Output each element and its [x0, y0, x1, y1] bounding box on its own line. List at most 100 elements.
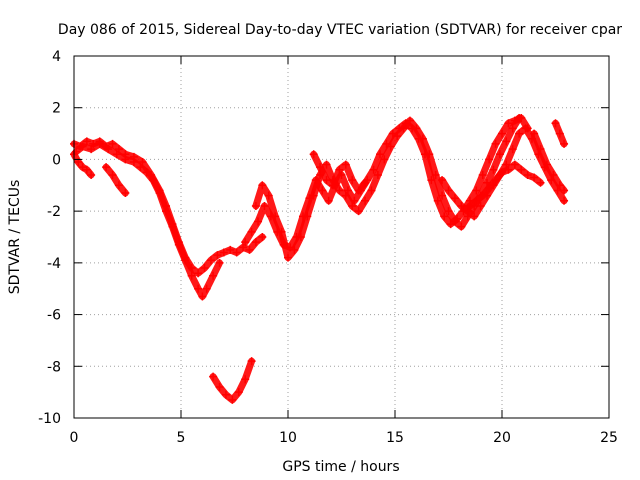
x-tick-label: 5	[177, 430, 186, 446]
data-point	[162, 207, 171, 216]
data-point	[322, 160, 331, 169]
data-point	[405, 116, 414, 125]
data-point	[386, 142, 395, 151]
x-tick-label: 25	[600, 430, 618, 446]
grid	[74, 56, 609, 418]
data-series	[465, 160, 545, 210]
data-point	[251, 201, 260, 210]
data-point	[418, 134, 427, 143]
data-point	[324, 196, 333, 205]
data-point	[114, 181, 123, 190]
data-point	[209, 372, 218, 381]
data-point	[491, 139, 500, 148]
data-point	[202, 284, 211, 293]
data-point	[82, 137, 91, 146]
data-point	[322, 176, 331, 185]
data-point	[232, 248, 241, 257]
data-point	[502, 137, 511, 146]
series-band	[72, 140, 224, 300]
x-tick-label: 20	[493, 430, 511, 446]
data-point	[228, 395, 237, 404]
data-point	[530, 129, 539, 138]
data-point	[485, 155, 494, 164]
data-point	[290, 245, 299, 254]
data-point	[444, 207, 453, 216]
data-point	[142, 168, 151, 177]
data-point	[95, 139, 104, 148]
data-point	[104, 145, 113, 154]
data-point	[376, 150, 385, 159]
data-point	[215, 258, 224, 267]
data-point	[551, 119, 560, 128]
data-point	[129, 158, 138, 167]
data-point	[78, 163, 87, 172]
data-point	[425, 150, 434, 159]
data-point	[348, 201, 357, 210]
data-point	[472, 196, 481, 205]
data-point	[341, 191, 350, 200]
data-point	[247, 227, 256, 236]
data-point	[485, 183, 494, 192]
data-point	[187, 271, 196, 280]
data-series	[309, 150, 370, 195]
data-point	[560, 186, 569, 195]
data-point	[361, 196, 370, 205]
data-point	[412, 124, 421, 133]
data-point	[491, 176, 500, 185]
chart-title: Day 086 of 2015, Sidereal Day-to-day VTE…	[58, 22, 622, 38]
data-series	[530, 129, 569, 195]
data-point	[465, 201, 474, 210]
data-point	[354, 186, 363, 195]
data-point	[380, 155, 389, 164]
data-point	[361, 178, 370, 187]
data-point	[478, 170, 487, 179]
data-point	[457, 201, 466, 210]
data-point	[277, 227, 286, 236]
data-point	[234, 388, 243, 397]
data-point	[87, 170, 96, 179]
y-tick-label: -10	[38, 411, 61, 427]
data-point	[521, 124, 530, 133]
data-point	[438, 191, 447, 200]
data-point	[508, 124, 517, 133]
data-point	[309, 150, 318, 159]
data-point	[226, 245, 235, 254]
data-point	[495, 150, 504, 159]
data-point	[112, 150, 121, 159]
data-point	[155, 189, 164, 198]
data-point	[335, 186, 344, 195]
x-tick-label: 15	[386, 430, 404, 446]
data-point	[245, 245, 254, 254]
data-point	[440, 212, 449, 221]
data-point	[78, 142, 87, 151]
data-point	[82, 165, 91, 174]
data-point	[515, 114, 524, 123]
data-point	[335, 165, 344, 174]
data-point	[260, 201, 269, 210]
y-tick-label: 0	[52, 152, 61, 168]
data-point	[247, 357, 256, 366]
data-point	[121, 155, 130, 164]
data-point	[181, 256, 190, 265]
data-point	[444, 186, 453, 195]
data-point	[200, 264, 209, 273]
data-point	[489, 165, 498, 174]
x-tick-label: 10	[279, 430, 297, 446]
data-point	[149, 176, 158, 185]
data-point	[476, 201, 485, 210]
data-point	[194, 269, 203, 278]
data-point	[504, 119, 513, 128]
data-point	[478, 191, 487, 200]
data-point	[431, 170, 440, 179]
series-band	[102, 163, 129, 197]
data-series	[72, 139, 224, 301]
y-axis-label: SDTVAR / TECUs	[7, 180, 23, 295]
x-axis-label: GPS time / hours	[282, 459, 399, 475]
data-point	[450, 194, 459, 203]
data-point	[241, 238, 250, 247]
data-point	[555, 181, 564, 190]
data-point	[457, 222, 466, 231]
data-point	[284, 253, 292, 262]
data-point	[560, 139, 569, 148]
